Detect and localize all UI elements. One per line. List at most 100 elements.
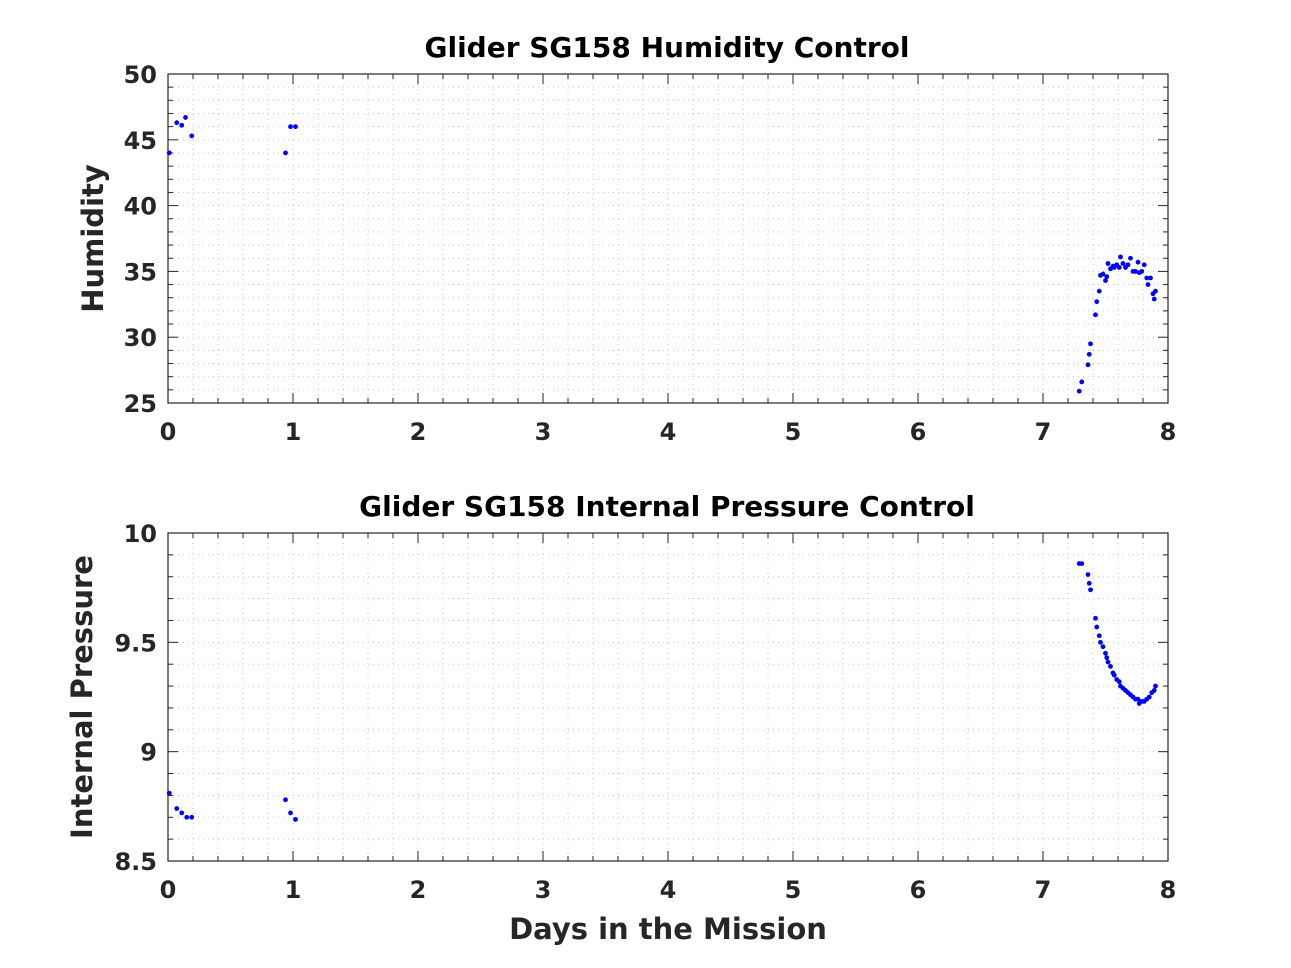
data-point bbox=[1135, 696, 1141, 702]
x-tick-label: 8 bbox=[1160, 418, 1177, 446]
y-axis-label: Internal Pressure bbox=[65, 555, 99, 839]
data-point bbox=[1076, 388, 1082, 394]
data-point bbox=[189, 133, 195, 139]
x-tick-label: 4 bbox=[660, 876, 677, 904]
data-point bbox=[288, 810, 293, 816]
x-tick-label: 1 bbox=[285, 876, 302, 904]
data-point bbox=[183, 115, 188, 120]
data-point bbox=[1093, 312, 1098, 318]
x-tick-label: 6 bbox=[910, 418, 927, 446]
data-point bbox=[1103, 650, 1108, 656]
data-point bbox=[1116, 265, 1122, 270]
plot-area bbox=[168, 533, 1168, 861]
y-tick-label: 25 bbox=[124, 390, 157, 418]
x-tick-label: 5 bbox=[785, 418, 802, 446]
chart-title: Glider SG158 Internal Pressure Control bbox=[359, 490, 975, 523]
data-point bbox=[1118, 254, 1123, 260]
data-point bbox=[1085, 572, 1091, 577]
data-point bbox=[174, 806, 180, 811]
x-tick-label: 7 bbox=[1035, 418, 1052, 446]
data-point bbox=[184, 814, 190, 820]
data-point bbox=[1103, 278, 1108, 284]
plot-area bbox=[168, 74, 1168, 403]
data-point bbox=[189, 814, 195, 820]
data-point bbox=[1148, 275, 1153, 281]
data-point bbox=[179, 810, 185, 816]
data-point bbox=[1088, 587, 1093, 593]
data-point bbox=[1153, 288, 1158, 294]
data-point bbox=[1098, 639, 1103, 645]
y-tick-label: 35 bbox=[124, 258, 157, 286]
data-point bbox=[1153, 683, 1158, 689]
x-tick-label: 5 bbox=[785, 876, 802, 904]
y-tick-label: 30 bbox=[124, 324, 157, 352]
y-tick-label: 50 bbox=[124, 61, 157, 89]
data-point bbox=[1151, 296, 1157, 302]
data-point bbox=[1079, 561, 1085, 567]
data-point bbox=[1145, 282, 1151, 287]
data-point bbox=[1085, 362, 1091, 368]
x-tick-label: 8 bbox=[1160, 876, 1177, 904]
data-point bbox=[1086, 580, 1092, 586]
x-tick-label: 6 bbox=[910, 876, 927, 904]
data-point bbox=[1096, 633, 1102, 639]
data-point bbox=[1125, 262, 1131, 268]
chart-title: Glider SG158 Humidity Control bbox=[424, 31, 909, 64]
data-point bbox=[1128, 255, 1133, 261]
axes-box bbox=[167, 73, 1169, 404]
data-point bbox=[1105, 261, 1111, 266]
data-point bbox=[174, 120, 180, 126]
data-point bbox=[1120, 261, 1126, 266]
x-tick-label: 2 bbox=[410, 418, 427, 446]
y-tick-label: 45 bbox=[124, 127, 157, 155]
axes-box bbox=[167, 532, 1169, 862]
data-point bbox=[1079, 379, 1085, 385]
x-tick-label: 2 bbox=[410, 876, 427, 904]
y-tick-label: 9.5 bbox=[114, 629, 157, 657]
data-point bbox=[1146, 694, 1152, 700]
y-tick-label: 10 bbox=[124, 520, 157, 548]
data-point bbox=[1135, 259, 1141, 265]
data-point bbox=[1094, 624, 1100, 630]
data-point bbox=[1096, 288, 1102, 294]
y-tick-label: 40 bbox=[124, 193, 157, 221]
data-point bbox=[1100, 644, 1106, 650]
data-point bbox=[1151, 688, 1157, 693]
y-tick-label: 9 bbox=[140, 739, 157, 767]
data-point bbox=[1094, 299, 1100, 305]
x-tick-label: 7 bbox=[1035, 876, 1052, 904]
data-point bbox=[179, 122, 185, 128]
data-point bbox=[1133, 269, 1138, 274]
data-point bbox=[1100, 271, 1106, 277]
data-point bbox=[293, 124, 298, 130]
data-point bbox=[1139, 269, 1145, 274]
data-point bbox=[1088, 341, 1093, 347]
x-tick-label: 0 bbox=[160, 418, 177, 446]
y-axis-label: Humidity bbox=[76, 164, 110, 313]
data-point bbox=[1104, 655, 1110, 661]
data-point bbox=[1105, 659, 1111, 665]
data-point bbox=[1108, 663, 1113, 669]
data-point bbox=[1116, 679, 1122, 685]
x-tick-label: 3 bbox=[535, 876, 552, 904]
data-point bbox=[1104, 274, 1110, 280]
data-point bbox=[1093, 615, 1098, 621]
x-axis-label: Days in the Mission bbox=[509, 912, 827, 946]
y-tick-label: 8.5 bbox=[114, 848, 157, 876]
x-tick-label: 0 bbox=[160, 876, 177, 904]
data-point bbox=[1144, 275, 1150, 281]
data-point bbox=[288, 124, 293, 130]
data-point bbox=[166, 790, 172, 796]
data-point bbox=[283, 150, 288, 156]
x-tick-label: 1 bbox=[285, 418, 302, 446]
data-point bbox=[1141, 262, 1147, 268]
x-tick-label: 4 bbox=[660, 418, 677, 446]
x-tick-label: 3 bbox=[535, 418, 552, 446]
data-point bbox=[166, 150, 172, 156]
data-point bbox=[293, 817, 298, 822]
data-point bbox=[283, 797, 288, 803]
subplot-2: 0 1 2 3 4 5 6 7 8 8.5 9 9.5 10 Glider SG158 Internal … bbox=[65, 490, 1176, 946]
data-point bbox=[1086, 351, 1092, 357]
